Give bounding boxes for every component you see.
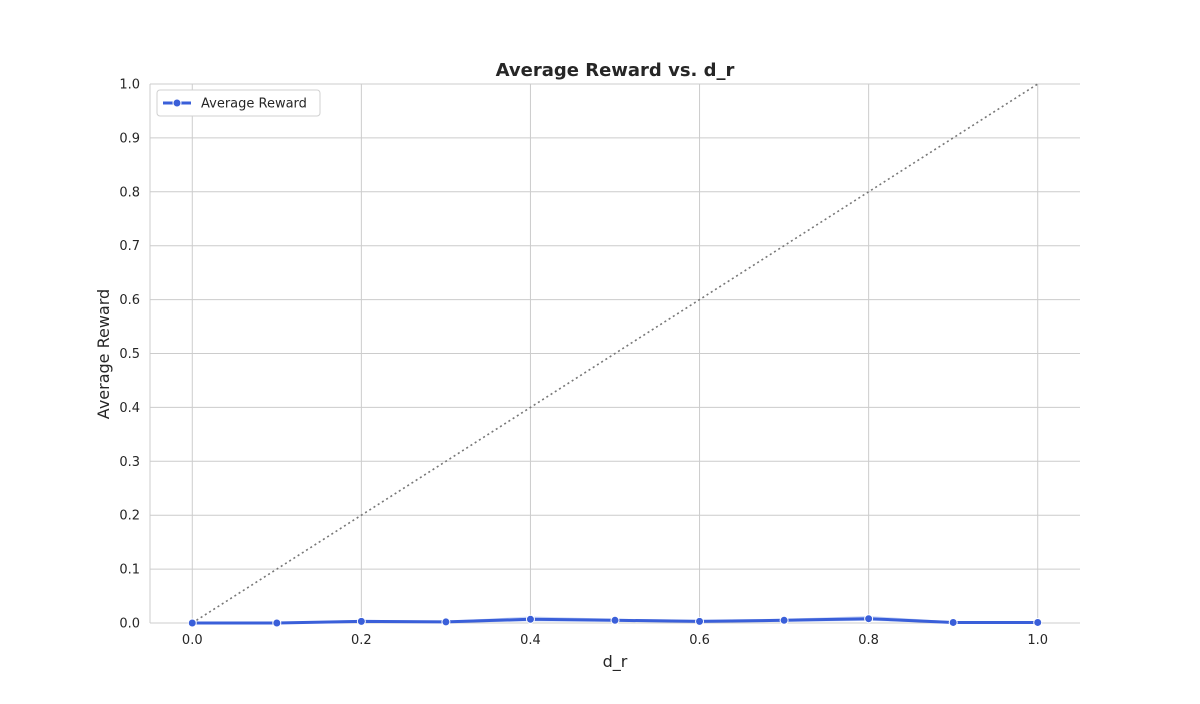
x-tick-label: 0.2: [351, 633, 372, 648]
series-group: [187, 614, 1043, 628]
data-point: [610, 615, 620, 625]
chart-title: Average Reward vs. d_r: [496, 60, 735, 81]
tick-labels: 0.0 0.2 0.4 0.6 0.8 1.0 0.0 0.1 0.2 0.3 0.4 0.5 0.6 0…: [119, 78, 1048, 649]
legend-marker-swatch: [172, 98, 182, 108]
y-tick-label: 0.1: [119, 563, 140, 578]
y-tick-label: 0.0: [119, 617, 140, 632]
y-tick-label: 0.6: [119, 293, 140, 308]
x-axis-label: d_r: [603, 652, 628, 672]
data-point: [864, 614, 874, 624]
x-tick-label: 0.6: [689, 633, 710, 648]
y-axis-label: Average Reward: [94, 289, 113, 419]
reference-diagonal-line: [191, 83, 1039, 624]
data-point: [525, 614, 535, 624]
x-tick-label: 0.0: [182, 633, 203, 648]
x-tick-label: 0.8: [858, 633, 879, 648]
y-tick-label: 0.7: [119, 239, 140, 254]
y-tick-label: 0.9: [119, 131, 140, 146]
y-tick-label: 0.3: [119, 455, 140, 470]
x-tick-label: 0.4: [520, 633, 541, 648]
y-tick-label: 1.0: [119, 78, 140, 93]
y-tick-label: 0.2: [119, 509, 140, 524]
data-point: [356, 616, 366, 626]
x-tick-label: 1.0: [1027, 633, 1048, 648]
grid-lines: [150, 83, 1080, 624]
y-tick-label: 0.5: [119, 347, 140, 362]
data-point: [1033, 617, 1043, 627]
y-tick-label: 0.4: [119, 401, 140, 416]
data-point: [779, 615, 789, 625]
legend-box: [156, 89, 321, 117]
data-point: [187, 618, 197, 628]
data-point: [441, 617, 451, 627]
y-tick-label: 0.8: [119, 185, 140, 200]
legend: Average Reward: [156, 89, 321, 117]
legend-label: Average Reward: [201, 97, 307, 112]
reference-line-group: [191, 83, 1039, 624]
data-point: [272, 618, 282, 628]
data-point: [948, 617, 958, 627]
data-point: [695, 616, 705, 626]
